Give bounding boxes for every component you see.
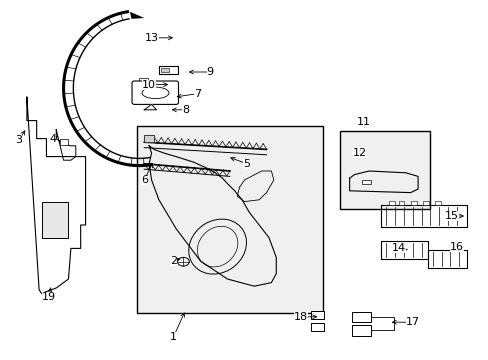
Bar (161, 68, 169, 72)
Text: 6: 6 (141, 175, 147, 185)
Bar (310, 323, 324, 331)
Text: 17: 17 (406, 317, 419, 327)
Text: 14: 14 (391, 243, 405, 253)
Text: 18: 18 (293, 312, 307, 322)
Circle shape (177, 257, 189, 266)
Bar (159, 66, 177, 74)
Bar (139, 81, 159, 86)
Text: 9: 9 (206, 67, 213, 77)
Text: 2: 2 (170, 256, 177, 266)
Text: 16: 16 (449, 242, 463, 252)
Polygon shape (144, 135, 154, 142)
Text: 11: 11 (357, 117, 370, 127)
Bar (361, 180, 370, 184)
Bar (410, 201, 416, 205)
Bar (41, 202, 68, 238)
Text: 15: 15 (445, 211, 458, 221)
Bar (139, 78, 148, 82)
Text: 4: 4 (49, 134, 56, 144)
Text: 10: 10 (142, 80, 156, 90)
Text: 3: 3 (15, 135, 22, 145)
Text: 1: 1 (170, 332, 177, 342)
Bar (351, 312, 370, 322)
Bar (339, 131, 429, 209)
Text: 12: 12 (352, 148, 366, 158)
Text: 8: 8 (182, 105, 189, 115)
FancyBboxPatch shape (132, 81, 178, 104)
Bar (388, 201, 394, 205)
Text: 7: 7 (194, 89, 201, 99)
Text: 5: 5 (243, 159, 250, 169)
Bar (398, 201, 404, 205)
Text: 13: 13 (144, 33, 158, 43)
Bar (137, 126, 322, 313)
Bar (60, 139, 68, 145)
Polygon shape (130, 12, 144, 19)
Bar (351, 325, 370, 336)
Bar (434, 201, 440, 205)
Bar (422, 201, 428, 205)
Polygon shape (144, 104, 156, 110)
Bar (310, 311, 324, 319)
Text: 19: 19 (42, 292, 56, 302)
